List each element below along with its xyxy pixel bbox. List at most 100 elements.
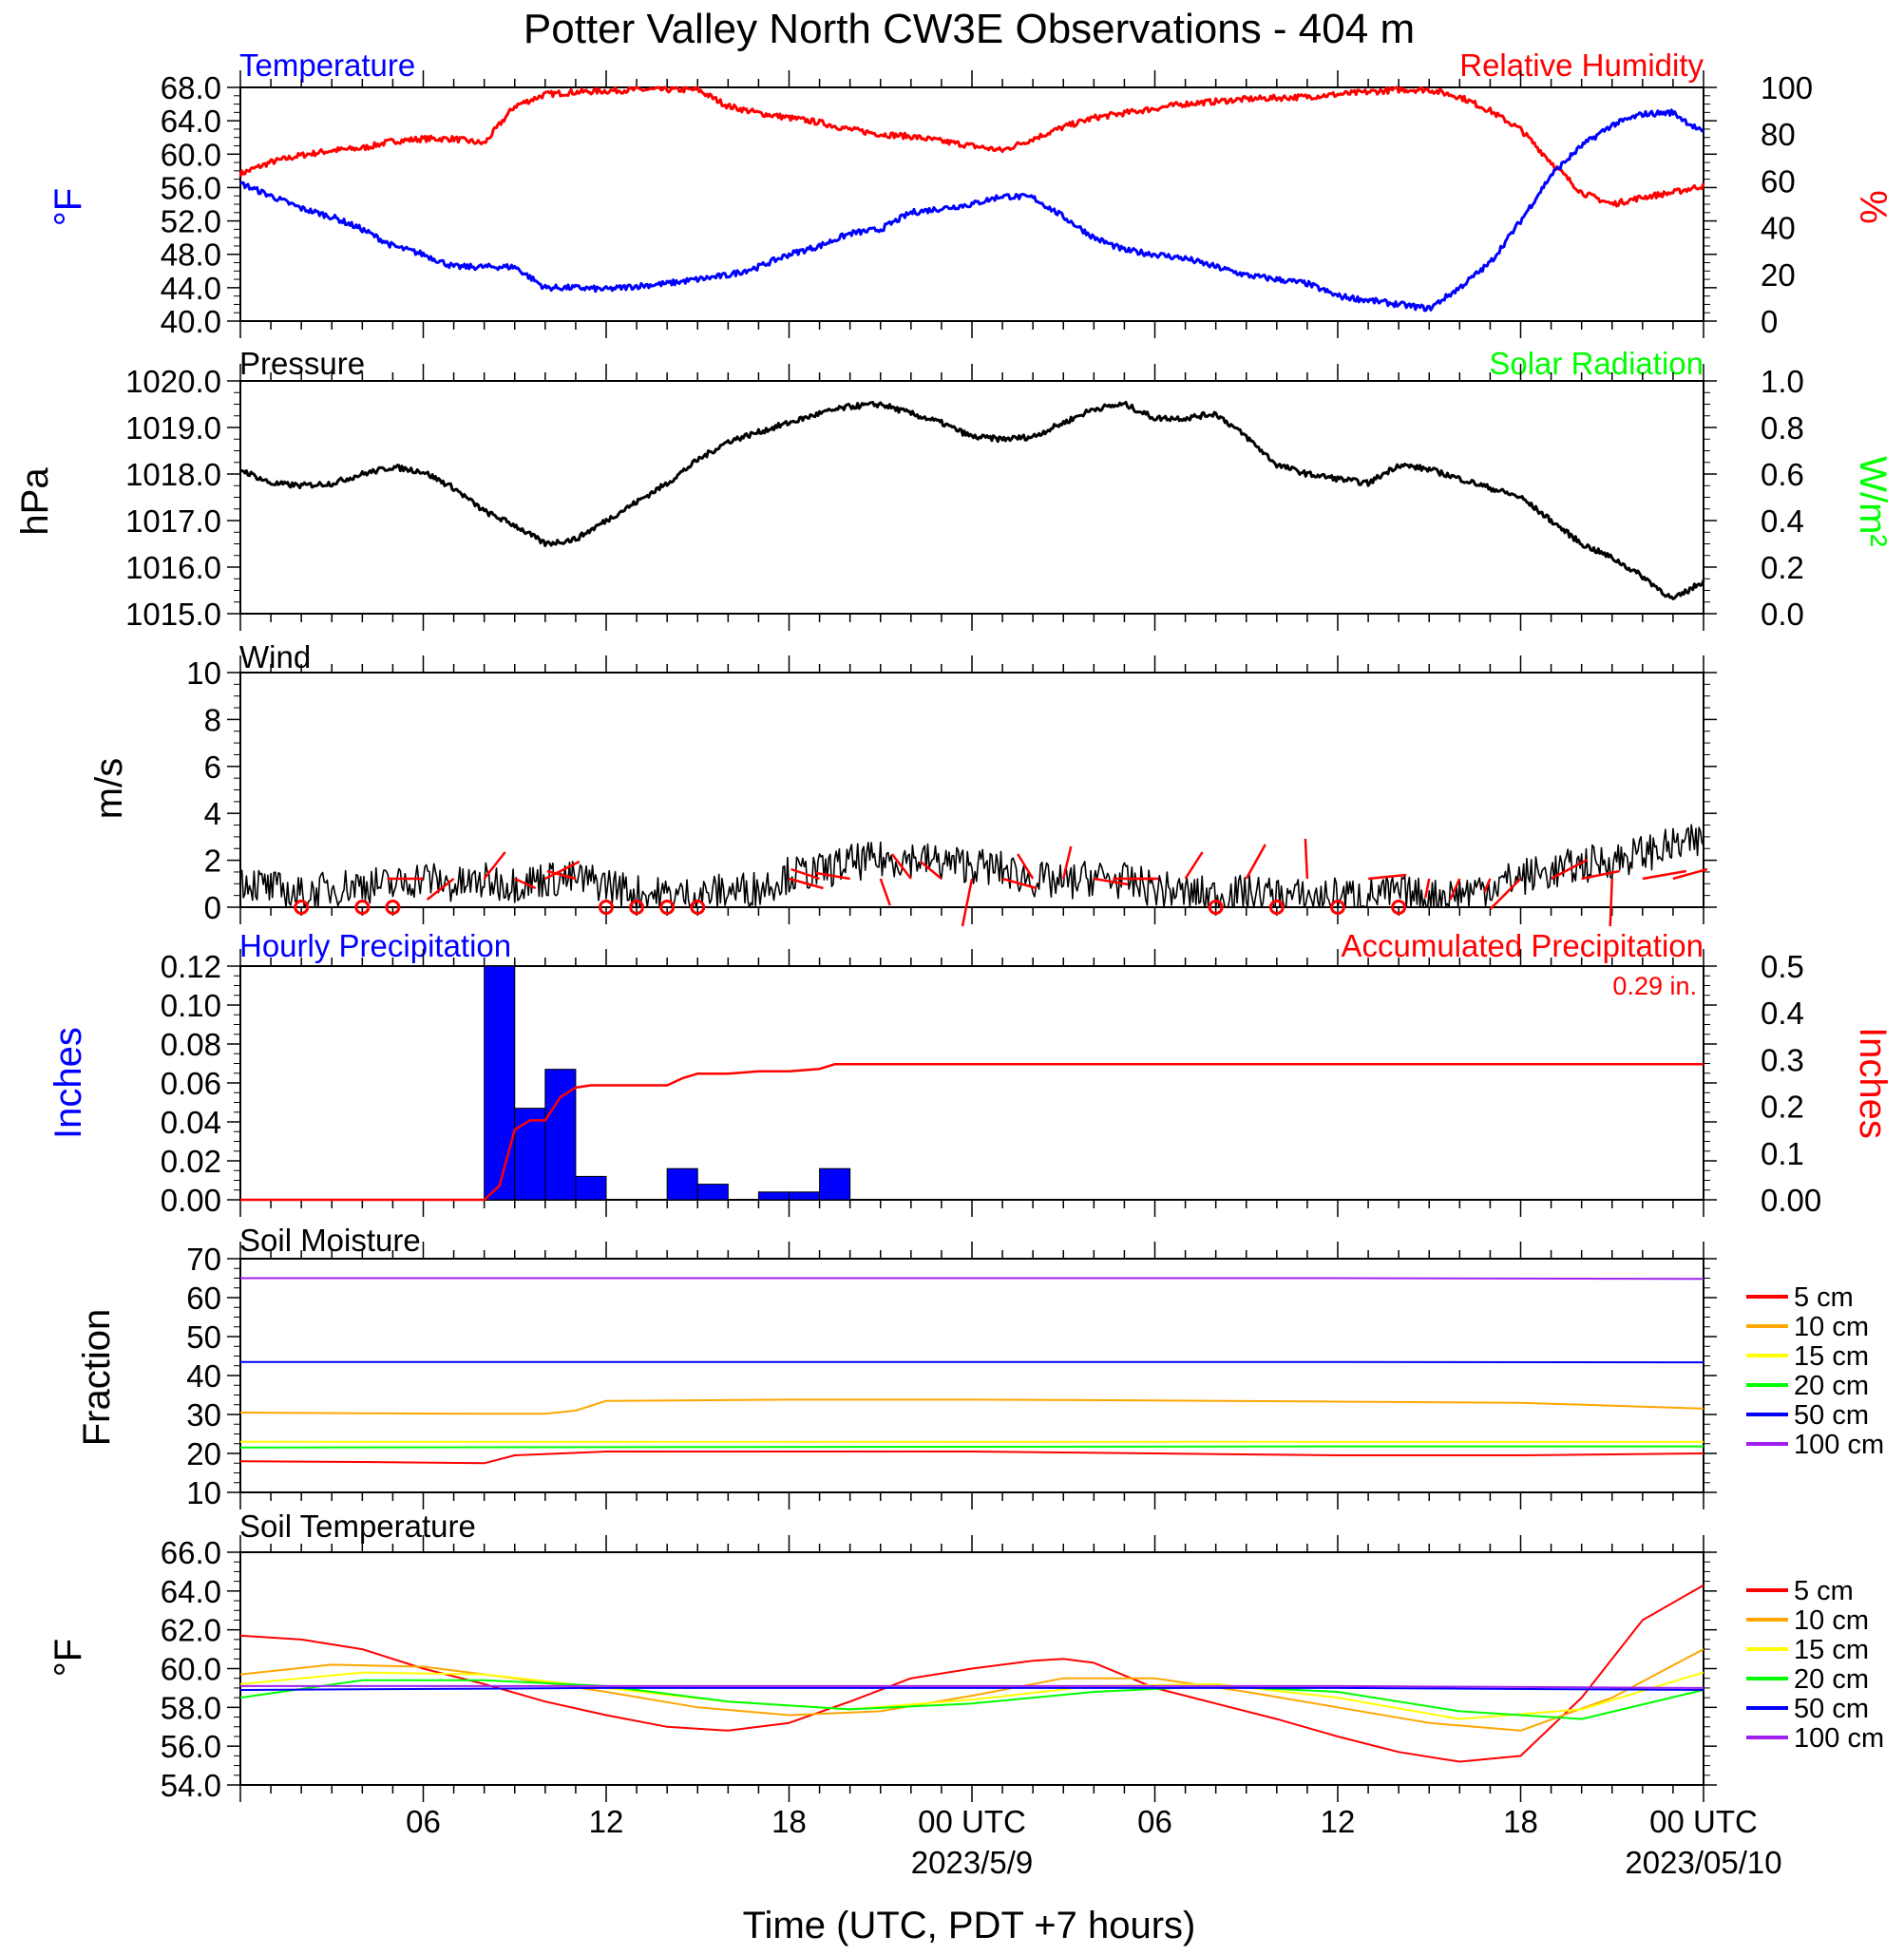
y-tick-label: 44.0 [161, 271, 221, 306]
calm-wind-marker [599, 900, 614, 915]
soil-line-100cm [240, 1684, 1704, 1689]
wind-barb [1489, 878, 1522, 910]
y-tick-label: 10 [186, 1475, 221, 1510]
y-tick-label: 48.0 [161, 237, 221, 273]
calm-wind-marker [1391, 900, 1407, 915]
wind-unit: m/s [88, 758, 130, 819]
plot-frame [239, 380, 1704, 615]
wind-barb [890, 853, 912, 880]
precip-bar [575, 1175, 607, 1201]
y-tick-label: 52.0 [161, 204, 221, 239]
calm-wind-marker [690, 900, 706, 915]
wind-barb [1017, 853, 1035, 880]
y2-tick-label: 0.2 [1761, 550, 1804, 585]
soil-moisture-title: Soil Moisture [239, 1223, 421, 1258]
wind-barb [879, 878, 891, 906]
wind-barb [1424, 878, 1431, 899]
y-tick-label: 0.00 [161, 1183, 221, 1218]
y-tick-label: 10 [186, 655, 221, 691]
soil-moisture-unit: Fraction [76, 1309, 118, 1447]
wind-barb [789, 877, 824, 890]
y2-tick-label: 0.0 [1761, 597, 1804, 632]
y2-tick-label: 0.4 [1761, 503, 1804, 539]
calm-wind-marker [385, 900, 401, 915]
y-tick-label: 54.0 [161, 1768, 221, 1803]
y-tick-label: 2 [204, 844, 221, 879]
wind-barb [1062, 845, 1073, 880]
legend-label: 5 cm [1794, 1576, 1854, 1606]
y2-tick-label: 0.8 [1761, 410, 1804, 446]
x-tick-label: 18 [771, 1804, 807, 1839]
legend-label: 10 cm [1794, 1312, 1869, 1342]
x-date-label: 2023/5/9 [911, 1845, 1033, 1880]
pressure-title: Pressure [239, 346, 365, 381]
wind-barb [815, 871, 850, 881]
legend-label: 20 cm [1794, 1371, 1869, 1401]
y-tick-label: 20 [186, 1436, 221, 1471]
wind-barb [1367, 873, 1407, 881]
y-tick-label: 60.0 [161, 137, 221, 172]
precip-bar [666, 1167, 698, 1201]
y-tick-label: 4 [204, 796, 221, 831]
wind-barb [961, 878, 974, 927]
y2-tick-label: 40 [1761, 211, 1796, 246]
legend-label: 20 cm [1794, 1664, 1869, 1695]
soil-line-50cm [239, 1686, 1704, 1691]
wind-barb [514, 877, 537, 890]
y-tick-label: 30 [186, 1397, 221, 1433]
humidity-line [238, 85, 1705, 208]
soil-line-100cm [240, 1277, 1704, 1281]
calm-wind-marker [294, 900, 310, 915]
legend-label: 10 cm [1794, 1605, 1869, 1636]
y2-tick-label: 0.1 [1761, 1136, 1804, 1171]
legend-label: 100 cm [1794, 1430, 1884, 1460]
wind-barb [426, 878, 455, 901]
precip-bar [789, 1191, 821, 1201]
x-tick-label: 06 [406, 1804, 441, 1839]
y2-tick-label: 100 [1761, 70, 1813, 105]
y-tick-label: 40.0 [161, 304, 221, 339]
wind-barb [544, 860, 581, 881]
y-tick-label: 60 [186, 1281, 221, 1316]
wind-barb [1245, 844, 1266, 880]
y2-tick-label: 0.3 [1761, 1042, 1804, 1077]
y-tick-label: 62.0 [161, 1613, 221, 1648]
wind-barb [1581, 869, 1620, 881]
y-tick-label: 50 [186, 1319, 221, 1355]
accum-precip-line [240, 1063, 1704, 1202]
chart-marks: 40.044.048.052.056.060.064.068.002040608… [125, 70, 1884, 1880]
precip-bar [819, 1167, 851, 1201]
wind-barb [1609, 878, 1613, 927]
soil-line-20cm [239, 1679, 1704, 1720]
y-tick-label: 8 [204, 702, 221, 737]
y2-tick-label: 0.00 [1761, 1183, 1821, 1218]
x-axis-label: Time (UTC, PDT +7 hours) [743, 1905, 1196, 1946]
y-tick-label: 1015.0 [125, 597, 221, 632]
wind-barb [546, 869, 577, 881]
precip-bar [484, 965, 516, 1201]
y-tick-label: 66.0 [161, 1535, 221, 1570]
solar-title: Solar Radiation [1489, 346, 1704, 381]
y-tick-label: 0.02 [161, 1144, 221, 1179]
precip-bar [757, 1191, 790, 1201]
soil-line-10cm [239, 1398, 1704, 1415]
x-tick-label: 00 UTC [1649, 1804, 1758, 1839]
precip-bar [544, 1069, 577, 1201]
wind-barb [1672, 867, 1708, 881]
hourly-precip-title: Hourly Precipitation [239, 928, 511, 963]
y-tick-label: 0.04 [161, 1105, 221, 1140]
y-tick-label: 1019.0 [125, 410, 221, 446]
legend-label: 50 cm [1794, 1694, 1869, 1724]
y2-tick-label: 0.6 [1761, 457, 1804, 492]
wind-barb [790, 867, 820, 881]
y-tick-label: 64.0 [161, 104, 221, 139]
accum-precip-title: Accumulated Precipitation [1341, 928, 1704, 963]
soil-line-15cm [239, 1671, 1704, 1720]
wind-barb [1184, 851, 1204, 880]
y-tick-label: 1018.0 [125, 457, 221, 492]
x-date-label: 2023/05/10 [1625, 1845, 1781, 1880]
wind-barb [1001, 877, 1038, 890]
y-tick-label: 1016.0 [125, 550, 221, 585]
chart-title: Potter Valley North CW3E Observations - … [524, 6, 1415, 52]
temperature-title: Temperature [239, 47, 415, 83]
